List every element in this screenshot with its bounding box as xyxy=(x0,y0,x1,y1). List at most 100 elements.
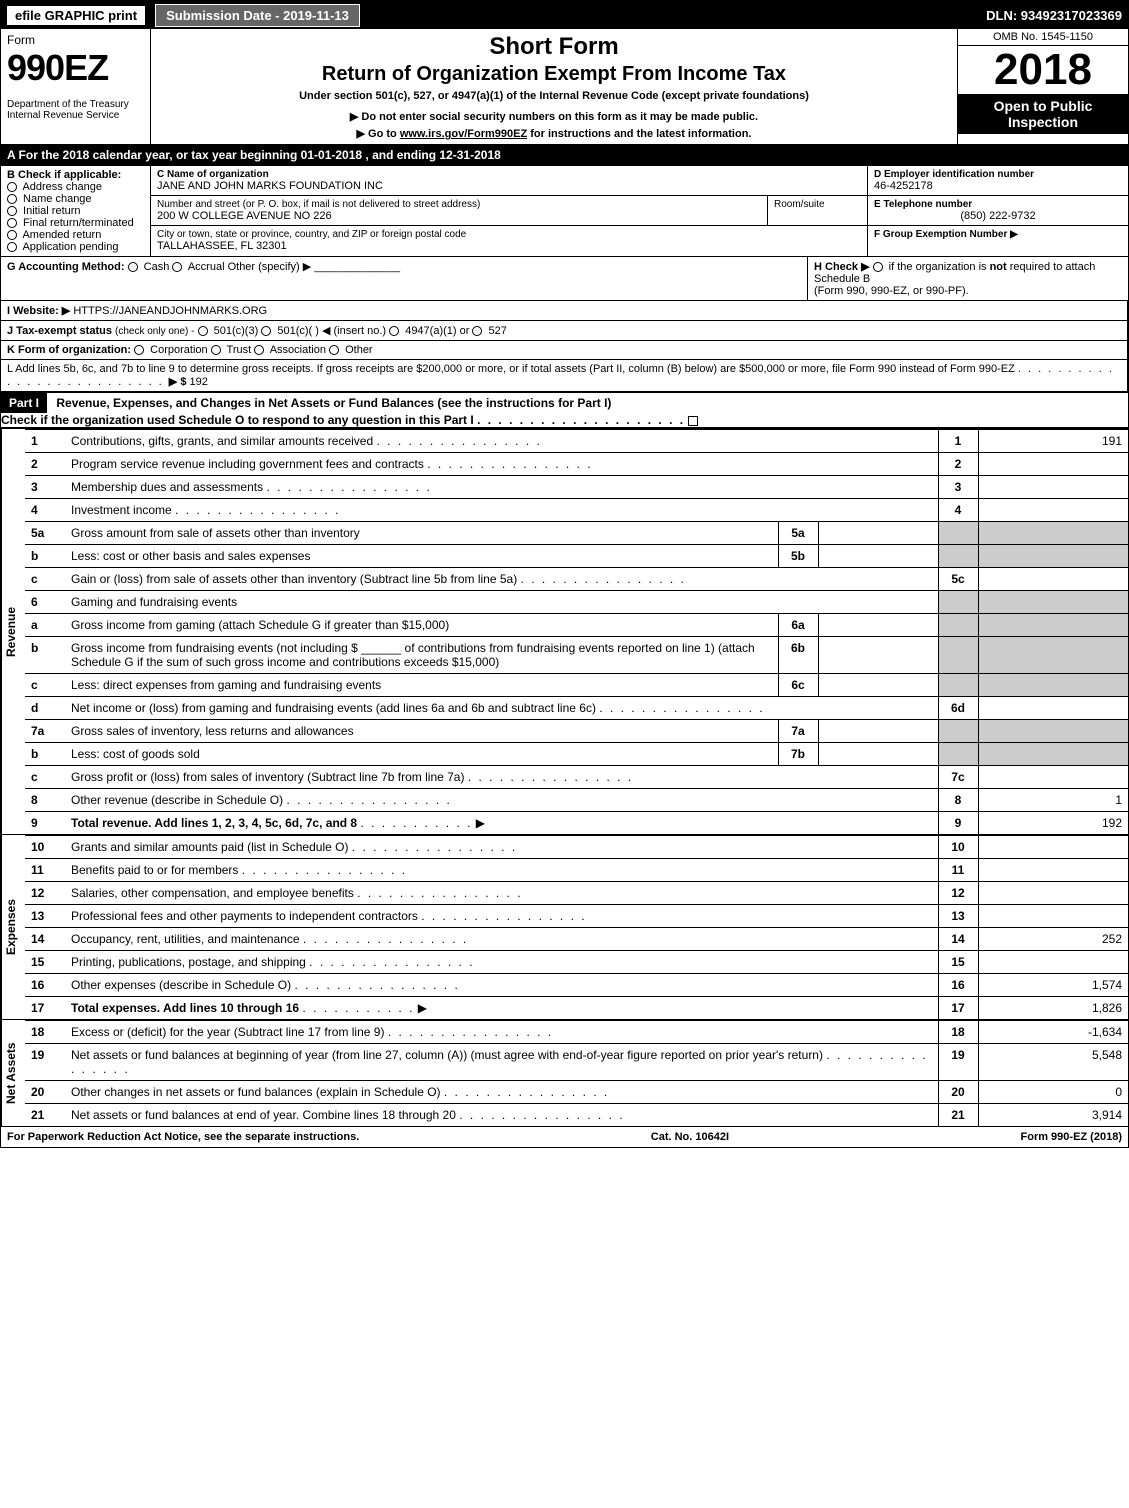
website-value: HTTPS://JANEANDJOHNMARKS.ORG xyxy=(73,305,267,317)
box-b-check-0[interactable] xyxy=(7,182,17,192)
dln-label: DLN: 93492317023369 xyxy=(986,8,1122,23)
phone-value: (850) 222-9732 xyxy=(874,210,1122,222)
part-i-header: Part I Revenue, Expenses, and Changes in… xyxy=(1,392,1128,428)
box-c-city-label: City or town, state or province, country… xyxy=(157,229,861,240)
line-row: 1 Contributions, gifts, grants, and simi… xyxy=(25,430,1128,453)
line-l-text: L Add lines 5b, 6c, and 7b to line 9 to … xyxy=(7,363,1015,375)
line-i-label: I Website: ▶ xyxy=(7,305,70,317)
line-row: c Less: direct expenses from gaming and … xyxy=(25,674,1128,697)
box-b-check-4[interactable] xyxy=(7,230,17,240)
line-row: 2 Program service revenue including gove… xyxy=(25,453,1128,476)
title-short-form: Short Form xyxy=(157,33,951,61)
line-j-check-0[interactable] xyxy=(198,326,208,336)
line-k-label: K Form of organization: xyxy=(7,344,131,356)
line-row: c Gain or (loss) from sale of assets oth… xyxy=(25,568,1128,591)
room-label: Room/suite xyxy=(774,199,861,210)
line-k-check-0[interactable] xyxy=(134,345,144,355)
line-row: 3 Membership dues and assessments . . . … xyxy=(25,476,1128,499)
line-row: 15 Printing, publications, postage, and … xyxy=(25,951,1128,974)
line-row: b Less: cost of goods sold 7b xyxy=(25,743,1128,766)
line-j-label: J Tax-exempt status xyxy=(7,325,112,337)
irs-link[interactable]: www.irs.gov/Form990EZ xyxy=(400,128,527,140)
box-b-option: Name change xyxy=(7,193,144,205)
line-g-label: G Accounting Method: xyxy=(7,261,125,273)
line-row: 19 Net assets or fund balances at beginn… xyxy=(25,1044,1128,1081)
line-row: 4 Investment income . . . . . . . . . . … xyxy=(25,499,1128,522)
box-b-option: Application pending xyxy=(7,241,144,253)
open-to-public: Open to PublicInspection xyxy=(958,94,1128,134)
box-b-check-1[interactable] xyxy=(7,194,17,204)
box-b-check-5[interactable] xyxy=(7,242,17,252)
line-row: c Gross profit or (loss) from sales of i… xyxy=(25,766,1128,789)
line-row: 11 Benefits paid to or for members . . .… xyxy=(25,859,1128,882)
line-h-checkbox[interactable] xyxy=(873,262,883,272)
footer-cat: Cat. No. 10642I xyxy=(651,1131,729,1143)
form-word: Form xyxy=(7,33,144,47)
ein-value: 46-4252178 xyxy=(874,180,1122,192)
tax-year: 2018 xyxy=(958,46,1128,94)
subtitle-ssn: ▶ Do not enter social security numbers o… xyxy=(157,110,951,123)
line-g-check-1[interactable] xyxy=(172,262,182,272)
org-city: TALLAHASSEE, FL 32301 xyxy=(157,240,861,252)
line-row: 13 Professional fees and other payments … xyxy=(25,905,1128,928)
line-k-check-1[interactable] xyxy=(211,345,221,355)
line-row: b Gross income from fundraising events (… xyxy=(25,637,1128,674)
tax-period-row: A For the 2018 calendar year, or tax yea… xyxy=(1,145,1128,166)
line-row: b Less: cost or other basis and sales ex… xyxy=(25,545,1128,568)
line-row: 20 Other changes in net assets or fund b… xyxy=(25,1081,1128,1104)
line-k-check-2[interactable] xyxy=(254,345,264,355)
line-j-check-1[interactable] xyxy=(261,326,271,336)
line-row: d Net income or (loss) from gaming and f… xyxy=(25,697,1128,720)
line-row: 7a Gross sales of inventory, less return… xyxy=(25,720,1128,743)
line-k-check-3[interactable] xyxy=(329,345,339,355)
box-f-label: F Group Exemption Number ▶ xyxy=(874,229,1122,240)
box-b-label: B Check if applicable: xyxy=(7,169,144,181)
dept-treasury: Department of the Treasury xyxy=(7,99,144,110)
topbar: efile GRAPHIC print Submission Date - 20… xyxy=(1,1,1128,29)
line-row: 18 Excess or (deficit) for the year (Sub… xyxy=(25,1021,1128,1044)
box-c-name-label: C Name of organization xyxy=(157,169,861,180)
line-row: 8 Other revenue (describe in Schedule O)… xyxy=(25,789,1128,812)
subtitle-goto: ▶ Go to www.irs.gov/Form990EZ for instru… xyxy=(157,127,951,140)
form-number: 990EZ xyxy=(7,47,144,89)
line-row: 14 Occupancy, rent, utilities, and maint… xyxy=(25,928,1128,951)
box-b-check-3[interactable] xyxy=(7,218,17,228)
line-row: 9 Total revenue. Add lines 1, 2, 3, 4, 5… xyxy=(25,812,1128,835)
line-h-label: H Check ▶ xyxy=(814,261,870,273)
line-row: 16 Other expenses (describe in Schedule … xyxy=(25,974,1128,997)
box-b-option: Address change xyxy=(7,181,144,193)
box-b-option: Final return/terminated xyxy=(7,217,144,229)
line-row: 21 Net assets or fund balances at end of… xyxy=(25,1104,1128,1127)
part-i-check[interactable] xyxy=(688,416,698,426)
efile-print-button[interactable]: efile GRAPHIC print xyxy=(7,6,145,25)
box-b-check-2[interactable] xyxy=(7,206,17,216)
line-g-other: Other (specify) ▶ xyxy=(228,261,312,273)
footer-form: Form 990-EZ (2018) xyxy=(1021,1131,1122,1143)
box-c-addr-label: Number and street (or P. O. box, if mail… xyxy=(157,199,761,210)
line-row: a Gross income from gaming (attach Sched… xyxy=(25,614,1128,637)
line-row: 17 Total expenses. Add lines 10 through … xyxy=(25,997,1128,1020)
line-row: 12 Salaries, other compensation, and emp… xyxy=(25,882,1128,905)
org-street: 200 W COLLEGE AVENUE NO 226 xyxy=(157,210,761,222)
submission-date-button[interactable]: Submission Date - 2019-11-13 xyxy=(155,4,360,27)
org-name: JANE AND JOHN MARKS FOUNDATION INC xyxy=(157,180,861,192)
line-h-text3: (Form 990, 990-EZ, or 990-PF). xyxy=(814,285,969,297)
footer-left: For Paperwork Reduction Act Notice, see … xyxy=(7,1131,359,1143)
line-row: 10 Grants and similar amounts paid (list… xyxy=(25,836,1128,859)
box-d-label: D Employer identification number xyxy=(874,169,1122,180)
line-l-value: 192 xyxy=(190,376,208,388)
entity-grid: B Check if applicable: Address change Na… xyxy=(1,166,1128,257)
line-g-check-0[interactable] xyxy=(128,262,138,272)
omb-number: OMB No. 1545-1150 xyxy=(958,29,1128,46)
box-b-option: Initial return xyxy=(7,205,144,217)
subtitle-section: Under section 501(c), 527, or 4947(a)(1)… xyxy=(157,90,951,102)
line-row: 6 Gaming and fundraising events xyxy=(25,591,1128,614)
box-b-option: Amended return xyxy=(7,229,144,241)
line-row: 5a Gross amount from sale of assets othe… xyxy=(25,522,1128,545)
form-header: Form 990EZ Department of the Treasury In… xyxy=(1,29,1128,145)
expenses-side-label: Expenses xyxy=(1,835,25,1019)
revenue-side-label: Revenue xyxy=(1,429,25,834)
line-j-check-2[interactable] xyxy=(389,326,399,336)
page-footer: For Paperwork Reduction Act Notice, see … xyxy=(1,1126,1128,1147)
line-j-check-3[interactable] xyxy=(472,326,482,336)
